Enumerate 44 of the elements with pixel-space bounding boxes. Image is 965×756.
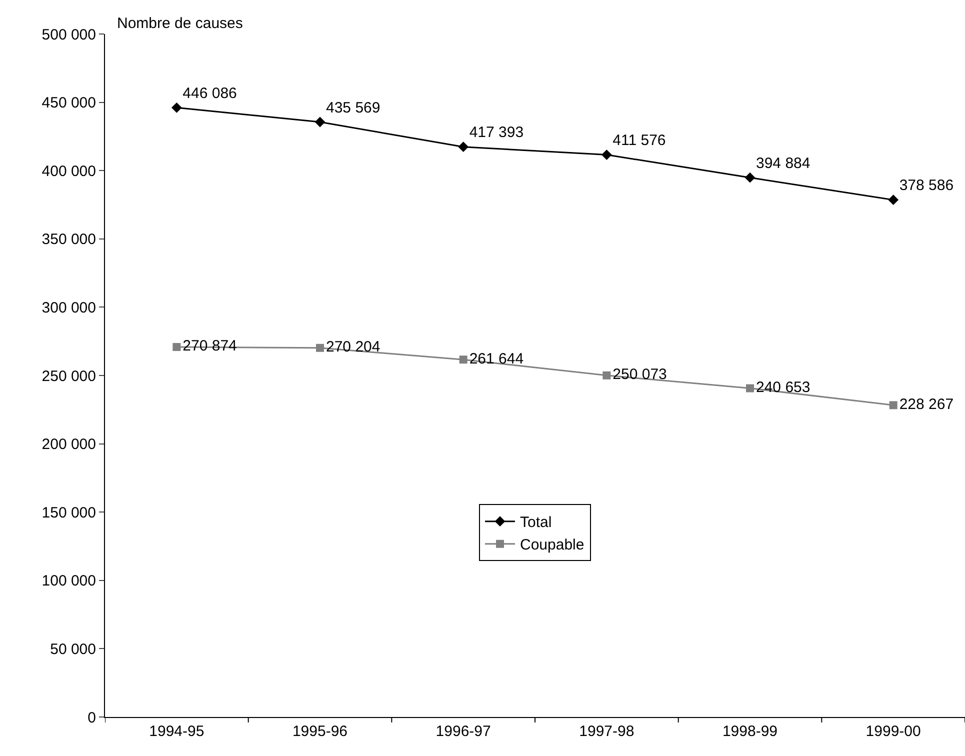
point (172, 342, 181, 351)
data-label: 250 073 (612, 366, 667, 384)
y-tick-label: 0 (88, 709, 96, 726)
legend-label: Total (520, 514, 552, 532)
x-tick-label: 1997-98 (579, 723, 634, 740)
data-label: 261 644 (469, 350, 524, 368)
x-tick-label: 1996-97 (436, 723, 491, 740)
y-tick-label: 150 000 (42, 504, 96, 522)
data-label: 228 267 (899, 396, 954, 413)
point (459, 356, 468, 364)
point (601, 150, 612, 160)
y-tick-label: 300 000 (42, 299, 96, 316)
y-tick-label: 350 000 (42, 231, 96, 248)
y-tick-label: 100 000 (42, 572, 96, 590)
point (888, 194, 899, 206)
data-label: 435 569 (326, 99, 380, 116)
y-tick-label: 200 000 (42, 436, 96, 454)
legend-label: Coupable (520, 536, 584, 554)
point (744, 172, 756, 183)
x-tick-label: 1998-99 (722, 723, 778, 740)
point (602, 371, 611, 380)
data-label: 270 204 (326, 338, 380, 356)
x-tick-label: 1999-00 (866, 723, 921, 740)
y-tick-label: 250 000 (42, 368, 96, 385)
data-label: 417 393 (469, 124, 524, 142)
data-label: 270 874 (182, 338, 237, 355)
data-label: 378 586 (899, 177, 954, 194)
data-label: 240 653 (756, 379, 810, 396)
x-tick-label: 1994-95 (149, 723, 204, 740)
y-tick-label: 450 000 (42, 94, 96, 112)
y-tick-label: 50 000 (50, 640, 96, 658)
point (171, 102, 182, 113)
point (314, 116, 326, 128)
point (746, 384, 754, 392)
y-tick-label: 500 000 (42, 26, 96, 44)
data-label: 411 576 (612, 132, 666, 150)
point (458, 142, 469, 152)
data-label: 446 086 (182, 84, 237, 102)
y-axis-title: Nombre de causes (117, 15, 243, 32)
x-tick-label: 1995-96 (292, 723, 348, 740)
point (316, 344, 324, 352)
data-label: 394 884 (756, 154, 810, 172)
y-tick-label: 400 000 (42, 162, 96, 180)
point (889, 401, 898, 410)
